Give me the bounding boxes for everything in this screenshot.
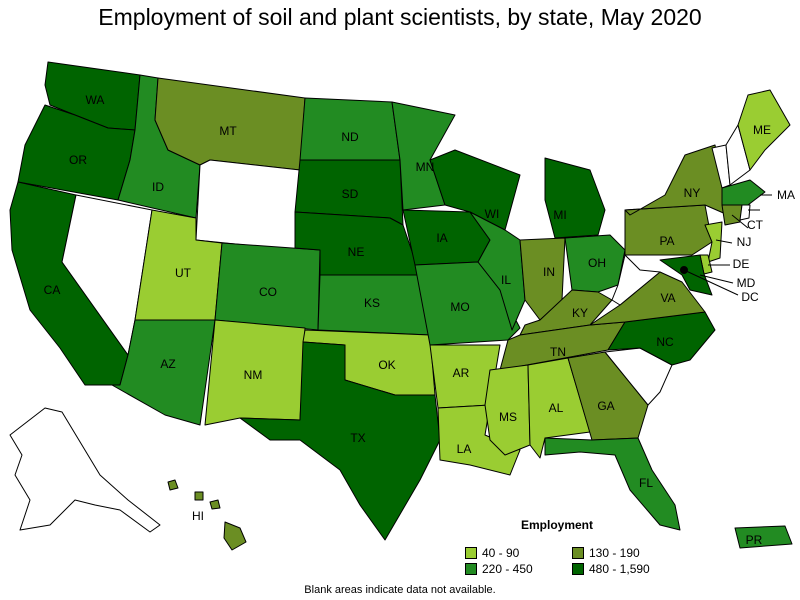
- state-ma[interactable]: [721, 179, 766, 206]
- legend-item-130-190: 130 - 190: [572, 546, 640, 560]
- state-label-mn: MN: [416, 160, 435, 174]
- legend-label: 220 - 450: [482, 562, 533, 576]
- legend-label: 480 - 1,590: [589, 562, 650, 576]
- leader-line-ct: [731, 214, 749, 229]
- leader-line-nj: [715, 239, 733, 244]
- state-label-pa: PA: [659, 234, 674, 248]
- legend-swatch: [465, 547, 477, 559]
- state-pr[interactable]: [734, 525, 793, 549]
- map-title: Employment of soil and plant scientists,…: [98, 4, 702, 30]
- state-label-az: AZ: [160, 357, 175, 371]
- state-label-pr: PR: [746, 533, 763, 547]
- state-label-me: ME: [753, 123, 771, 137]
- state-label-oh: OH: [588, 256, 606, 270]
- state-label-ny: NY: [684, 186, 701, 200]
- leader-line-dc: [683, 269, 739, 296]
- state-il[interactable]: [469, 211, 526, 331]
- state-label-ia: IA: [436, 231, 447, 245]
- state-label-in: IN: [543, 265, 555, 279]
- legend-swatch: [465, 563, 477, 575]
- state-fl[interactable]: [544, 437, 681, 531]
- state-label-hi: HI: [192, 509, 204, 523]
- state-label-ar: AR: [453, 366, 470, 380]
- state-label-ms: MS: [499, 410, 517, 424]
- state-label-ct: CT: [747, 218, 764, 232]
- legend-item-480-1590: 480 - 1,590: [572, 562, 650, 576]
- state-label-tn: TN: [550, 345, 566, 359]
- legend-swatch: [572, 547, 584, 559]
- state-label-mi: MI: [553, 208, 566, 222]
- state-dc-marker[interactable]: [680, 266, 688, 274]
- state-wv[interactable]: [611, 254, 661, 306]
- state-label-va: VA: [660, 291, 675, 305]
- footnote: Blank areas indicate data not available.: [304, 584, 496, 596]
- state-label-wa: WA: [86, 93, 105, 107]
- state-ga[interactable]: [567, 351, 649, 441]
- state-hi[interactable]: [167, 479, 247, 551]
- legend-swatch: [572, 563, 584, 575]
- state-az[interactable]: [111, 319, 216, 426]
- state-me[interactable]: [737, 89, 791, 171]
- state-label-mt: MT: [219, 124, 237, 138]
- state-labels: WA OR CA ID MT UT AZ CO NM ND SD NE KS OK TX MN IA MO AR LA…: [44, 93, 795, 547]
- state-label-ne: NE: [348, 245, 365, 259]
- state-label-ca: CA: [44, 283, 61, 297]
- state-label-id: ID: [152, 180, 164, 194]
- state-label-fl: FL: [639, 476, 653, 490]
- state-label-mo: MO: [450, 300, 469, 314]
- state-nj[interactable]: [704, 221, 723, 263]
- state-label-ga: GA: [597, 399, 614, 413]
- state-mi[interactable]: [544, 157, 606, 239]
- state-label-nm: NM: [244, 368, 263, 382]
- legend-item-40-90: 40 - 90: [465, 546, 519, 560]
- state-label-ky: KY: [572, 306, 588, 320]
- state-label-de: DE: [733, 257, 750, 271]
- state-label-wi: WI: [485, 207, 500, 221]
- legend-label: 40 - 90: [482, 546, 520, 560]
- state-label-nd: ND: [341, 130, 359, 144]
- state-ri[interactable]: [739, 204, 751, 221]
- legend-label: 130 - 190: [589, 546, 640, 560]
- state-label-nc: NC: [656, 335, 674, 349]
- state-label-md: MD: [737, 276, 756, 290]
- state-label-ut: UT: [175, 266, 192, 280]
- state-ak[interactable]: [9, 407, 161, 533]
- state-md[interactable]: [659, 254, 713, 296]
- state-label-dc: DC: [741, 290, 759, 304]
- state-label-ks: KS: [364, 296, 380, 310]
- legend-item-220-450: 220 - 450: [465, 562, 533, 576]
- state-tx[interactable]: [239, 341, 441, 541]
- state-label-la: LA: [457, 442, 472, 456]
- state-label-ok: OK: [378, 358, 395, 372]
- state-label-al: AL: [549, 401, 564, 415]
- state-label-il: IL: [501, 273, 511, 287]
- legend-title: Employment: [521, 518, 594, 532]
- state-wy[interactable]: [195, 159, 301, 251]
- state-ny[interactable]: [624, 144, 729, 216]
- leader-line-md: [699, 274, 734, 284]
- state-label-or: OR: [69, 153, 87, 167]
- state-label-nj: NJ: [737, 235, 752, 249]
- state-label-sd: SD: [342, 187, 359, 201]
- state-label-co: CO: [259, 285, 277, 299]
- state-label-ma: MA: [777, 188, 795, 202]
- state-nd[interactable]: [299, 97, 401, 161]
- state-label-tx: TX: [350, 431, 365, 445]
